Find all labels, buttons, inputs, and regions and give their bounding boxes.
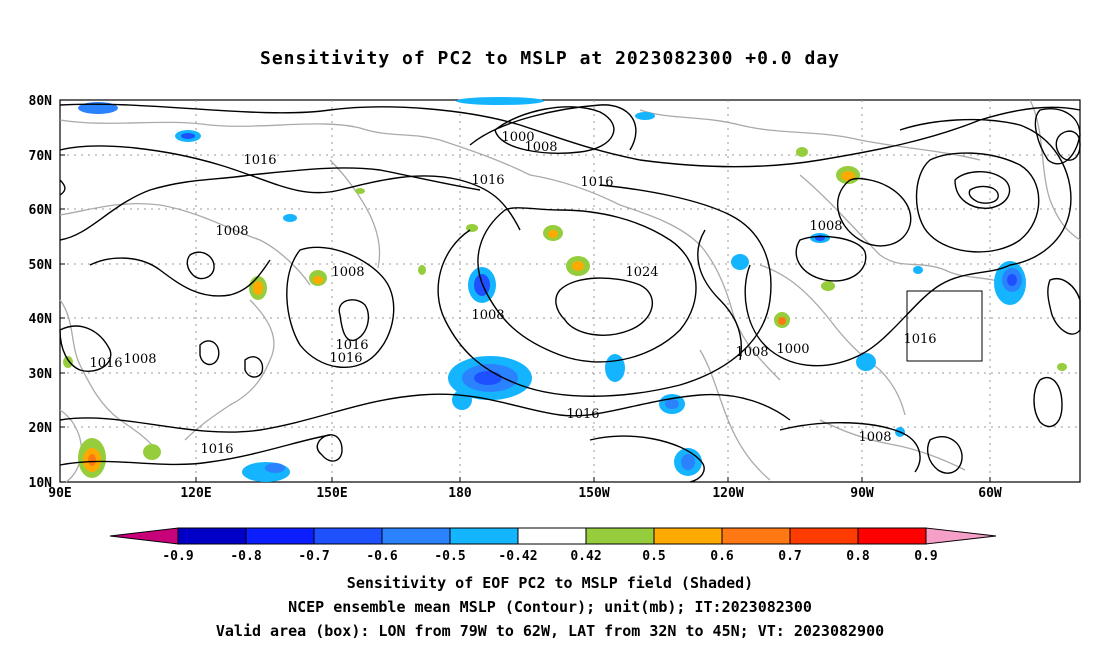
sensitivity-shading <box>63 97 1067 482</box>
colorbar-label: 0.6 <box>710 549 734 564</box>
colorbar-right-arrow <box>925 527 997 545</box>
contour-label: 1008 <box>809 219 842 234</box>
colorbar-label: 0.9 <box>914 549 937 564</box>
contour-label: 1016 <box>903 332 936 347</box>
colorbar-segment <box>721 527 791 545</box>
colorbar-label: 0.5 <box>642 549 665 564</box>
colorbar-segment <box>653 527 723 545</box>
colorbar-label: -0.42 <box>498 549 537 564</box>
lon-tick-label: 90E <box>48 486 71 501</box>
contour-label: 1008 <box>858 430 891 445</box>
contour-label: 1024 <box>625 265 658 280</box>
contour-label: 1008 <box>735 345 768 360</box>
contour-label: 1016 <box>89 356 122 371</box>
contour-label: 1016 <box>471 173 504 188</box>
colorbar-label: -0.9 <box>162 549 193 564</box>
colorbar-label: 0.7 <box>778 549 801 564</box>
colorbar-segment <box>381 527 451 545</box>
colorbar-segment <box>313 527 383 545</box>
coastlines <box>59 99 1081 483</box>
lat-tick-label: 40N <box>29 312 53 327</box>
mslp-contours <box>59 103 1081 483</box>
contour-label: 1016 <box>243 153 276 168</box>
colorbar-segment <box>245 527 315 545</box>
colorbar-label: 0.8 <box>846 549 870 564</box>
caption-line-1: Sensitivity of EOF PC2 to MSLP field (Sh… <box>346 574 754 592</box>
contour-label: 1008 <box>524 140 557 155</box>
colorbar-label: -0.5 <box>434 549 465 564</box>
colorbar-left-arrow <box>109 527 179 545</box>
contour-label: 1000 <box>776 342 809 357</box>
valid-area-box <box>906 290 983 362</box>
lon-tick-label: 60W <box>978 486 1002 501</box>
colorbar-segment <box>857 527 927 545</box>
lon-tick-label: 150W <box>578 486 609 501</box>
lat-tick-label: 70N <box>29 149 53 164</box>
colorbar-segment <box>789 527 859 545</box>
lat-tick-label: 30N <box>29 367 53 382</box>
caption-line-3: Valid area (box): LON from 79W to 62W, L… <box>215 622 885 640</box>
lat-tick-label: 50N <box>29 258 53 273</box>
contour-label: 1016 <box>566 407 599 422</box>
colorbar-segment <box>585 527 655 545</box>
contour-label: 1016 <box>335 338 368 353</box>
contour-label: 1008 <box>331 265 364 280</box>
lon-tick-label: 120W <box>712 486 743 501</box>
contour-label: 1016 <box>580 175 613 190</box>
colorbar-segment <box>449 527 519 545</box>
colorbar-segment <box>177 527 247 545</box>
contour-label: 1016 <box>329 351 362 366</box>
lat-tick-label: 20N <box>29 421 53 436</box>
lon-tick-label: 180 <box>448 486 472 501</box>
plot-title: Sensitivity of PC2 to MSLP at 2023082300… <box>259 48 840 69</box>
lat-tick-label: 80N <box>29 94 53 109</box>
colorbar-label: -0.6 <box>366 549 397 564</box>
axis-tick-labels: 90E 120E 150E 180 150W 120W 90W 60W 80N 70N 60N 50N… <box>29 94 1002 501</box>
colorbar-segment <box>517 527 587 545</box>
colorbar-label: -0.8 <box>230 549 261 564</box>
lon-tick-label: 120E <box>180 486 211 501</box>
caption-line-2: NCEP ensemble mean MSLP (Contour); unit(… <box>288 598 812 616</box>
lat-tick-label: 10N <box>29 476 53 491</box>
contour-label: 1008 <box>471 308 504 323</box>
contour-label: 1016 <box>200 442 233 457</box>
contour-label: 1008 <box>215 224 248 239</box>
grid-lines <box>60 100 1080 482</box>
lat-tick-label: 60N <box>29 203 53 218</box>
colorbar-label: -0.7 <box>298 549 329 564</box>
lon-tick-label: 150E <box>316 486 347 501</box>
contour-label: 1000 <box>501 130 534 145</box>
contour-label: 1008 <box>123 352 156 367</box>
lon-tick-label: 90W <box>850 486 874 501</box>
colorbar-label: 0.42 <box>570 549 601 564</box>
colorbar: -0.9 -0.8 -0.7 -0.6 -0.5 -0.42 0.42 0.5 0.6 0.7 0.… <box>109 527 997 564</box>
